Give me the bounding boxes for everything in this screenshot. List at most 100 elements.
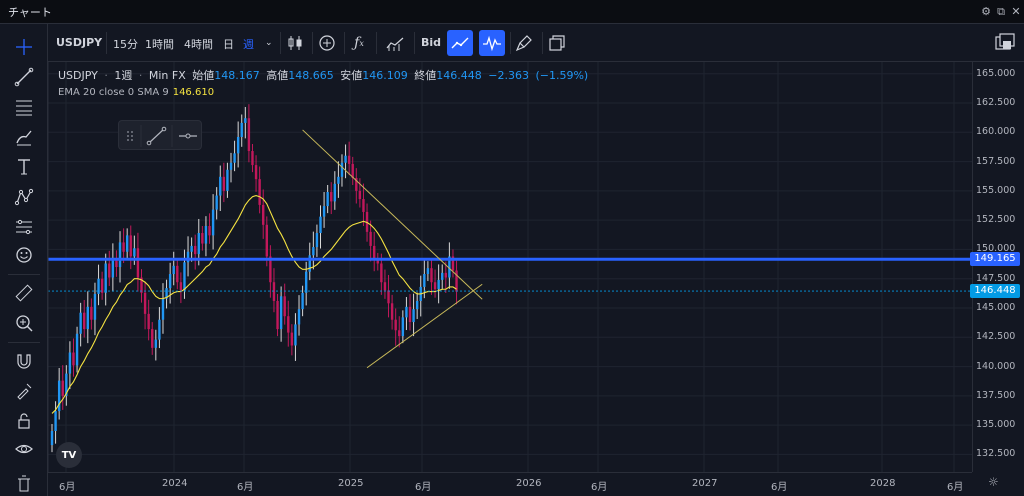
candle-body [433,282,437,290]
pattern-tool-icon[interactable] [11,184,37,210]
legend-close: 146.448 [436,69,482,82]
zoom-in-icon[interactable] [11,310,37,336]
horizontal-line-price-tag: 149.165 [970,252,1020,267]
eye-icon[interactable] [11,436,37,462]
price-tick-label: 157.500 [976,155,1016,167]
line-chart-toggle-icon[interactable] [447,30,473,56]
candle-body [276,300,279,330]
popout-icon[interactable]: ⧉ [997,5,1005,18]
lock-drawing-icon[interactable] [11,378,37,404]
interval-4h-button[interactable]: 4時間 [184,38,213,51]
candle [337,161,340,198]
pulse-toggle-icon[interactable] [479,30,505,56]
candle-body [122,242,125,252]
candle [369,220,372,262]
ema-line [51,194,457,414]
interval-day-button[interactable]: 日 [223,38,234,51]
chart-legend: USDJPY · 1週 · Min FX 始値148.167 高値148.665… [58,69,589,82]
candle-body [190,245,193,252]
drag-handle-icon[interactable] [127,131,133,141]
candle [451,249,455,278]
settings-icon[interactable]: ⚙ [981,5,991,18]
close-icon[interactable]: ✕ [1011,5,1021,18]
candles [50,104,458,453]
brush-clear-icon[interactable] [511,30,537,56]
candle [390,294,394,330]
legend-open: 148.167 [214,69,260,82]
toolbar-divider [510,32,511,54]
candle-body [326,192,329,207]
candle-body [165,288,168,299]
brush-tool-icon[interactable] [11,124,37,150]
candle-body [380,263,383,283]
floating-horizontal-line-icon[interactable] [179,133,197,139]
candle [297,295,301,336]
interval-1h-button[interactable]: 1時間 [145,38,174,51]
time-tick-label: 6月 [591,482,608,493]
price-type-button[interactable]: Bid [421,36,442,49]
text-tool-icon[interactable] [11,154,37,180]
lock-icon[interactable] [11,408,37,434]
candle [330,182,333,215]
time-axis[interactable] [48,472,972,496]
candle [401,310,405,344]
candle [61,365,64,410]
candle-body [319,216,322,234]
legend-interval: 1週 [114,69,133,82]
time-tick-label: 2024 [162,478,188,489]
price-axis[interactable] [972,62,1024,472]
candle-body [455,270,458,292]
candle-body [258,179,261,205]
candle-body [93,293,97,320]
trendline [366,283,483,369]
price-tick-label: 152.500 [976,214,1016,226]
candle [197,218,200,266]
fib-tool-icon[interactable] [11,94,37,120]
trend-line-tool-icon[interactable] [11,64,37,90]
candle [104,253,107,306]
candle [211,194,215,250]
candle-body [430,268,433,283]
candle [290,324,294,356]
snapshot-windows-icon[interactable] [544,30,570,56]
candle [83,300,86,338]
candle [408,294,412,331]
templates-icon[interactable] [382,30,408,56]
candle-type-icon[interactable] [282,30,308,56]
candle [415,292,419,320]
toolbar-divider [312,32,313,54]
floating-trend-line-icon[interactable] [146,126,167,146]
candle-body [208,226,211,236]
interval-week-button[interactable]: 週 [243,38,254,51]
compare-plus-icon[interactable] [314,30,340,56]
legend-symbol[interactable]: USDJPY [58,69,98,82]
candle-body [219,176,222,196]
candle-body [244,118,247,123]
price-chart[interactable] [48,62,972,472]
interval-15m-button[interactable]: 15分 [113,38,138,51]
prediction-tool-icon[interactable] [11,214,37,240]
price-tick-label: 162.500 [976,97,1016,108]
candle-body [340,162,344,177]
candle [430,258,433,295]
candle [151,322,154,355]
trash-icon[interactable] [11,470,37,496]
crosshair-tool-icon[interactable] [11,34,37,60]
ruler-tool-icon[interactable] [11,280,37,306]
candle [93,282,97,336]
candle [147,299,150,341]
indicator-legend[interactable]: EMA 20 close 0 SMA 9 146.610 [58,87,214,98]
candle [165,279,168,309]
tradingview-logo[interactable]: TV [56,442,82,468]
candle-body [322,206,326,217]
candle-body [83,312,86,330]
emoji-tool-icon[interactable] [11,242,37,268]
magnet-icon[interactable] [11,348,37,374]
axis-settings-icon[interactable]: ☼ [988,475,999,489]
layout-windows-icon[interactable] [992,30,1018,56]
candle-body [405,306,408,318]
candle [179,272,183,304]
symbol-search-button[interactable]: USDJPY [56,36,103,49]
chevron-down-icon[interactable]: ⌄ [265,38,273,48]
